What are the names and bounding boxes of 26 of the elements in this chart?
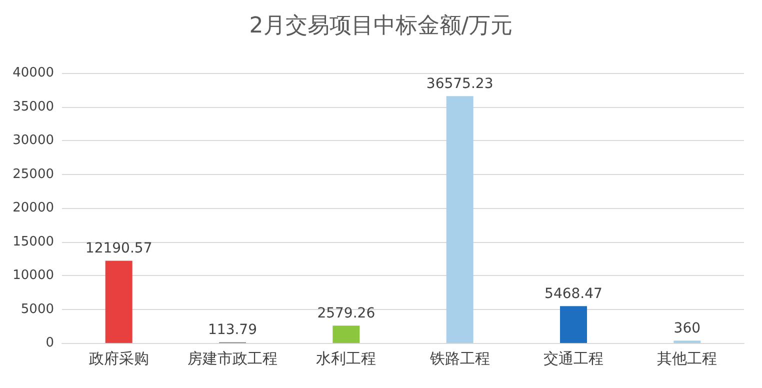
bar [560, 306, 587, 343]
data-label: 2579.26 [317, 306, 376, 322]
y-tick-label: 5000 [20, 302, 54, 317]
x-tick-label: 水利工程 [316, 350, 376, 368]
y-tick-label: 10000 [12, 268, 54, 283]
bar [105, 260, 132, 343]
bar [446, 96, 474, 343]
x-tick-label: 其他工程 [657, 350, 718, 368]
x-tick-label: 铁路工程 [428, 350, 490, 368]
y-tick-label: 20000 [12, 200, 54, 216]
data-label: 12190.57 [85, 240, 152, 257]
y-tick-label: 15000 [12, 234, 54, 250]
bar [332, 326, 360, 343]
y-tick-label: 40000 [12, 66, 54, 80]
y-tick-label: 25000 [12, 166, 54, 182]
data-label: 113.79 [208, 322, 257, 338]
chart-title: 2月交易项目中标金额/万元 [249, 14, 513, 38]
x-tick-label: 政府采购 [88, 350, 149, 368]
data-label: 360 [674, 320, 701, 337]
data-label: 5468.47 [544, 286, 602, 302]
y-tick-label: 35000 [12, 99, 54, 114]
x-tick-label: 房建市政工程 [188, 350, 278, 368]
y-tick-label: 0 [46, 336, 54, 350]
data-label: 36575.23 [426, 76, 494, 92]
x-tick-label: 交通工程 [544, 350, 604, 368]
y-tick-label: 30000 [12, 133, 54, 148]
